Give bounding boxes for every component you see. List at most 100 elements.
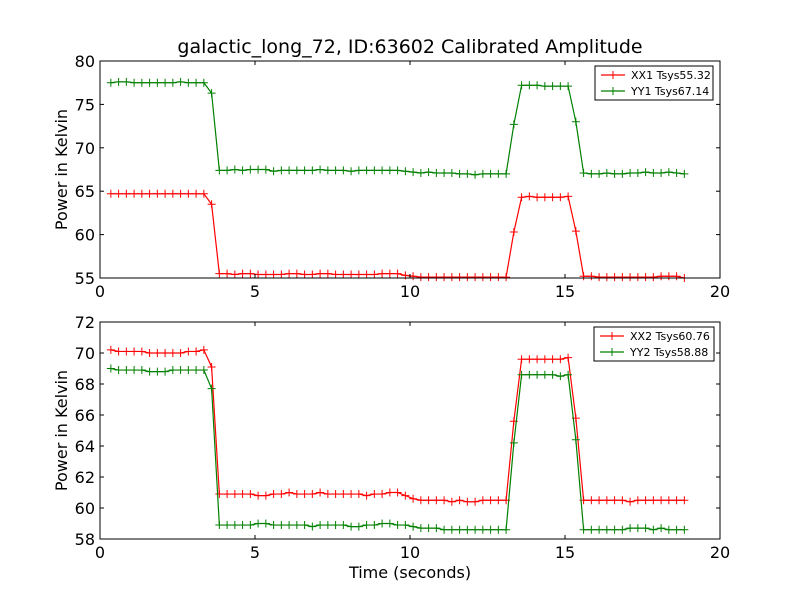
data-point <box>664 272 673 281</box>
data-point <box>261 519 270 528</box>
y-tick-label: 55 <box>75 269 95 288</box>
data-point <box>587 525 596 534</box>
data-point <box>192 347 201 356</box>
data-point <box>106 78 115 87</box>
data-point <box>215 521 224 530</box>
data-point <box>300 270 309 279</box>
data-point <box>385 519 394 528</box>
data-point <box>269 521 278 530</box>
data-point <box>184 347 193 356</box>
data-point <box>633 168 642 177</box>
data-point <box>416 168 425 177</box>
y-axis-label: Power in Kelvin <box>52 370 71 491</box>
data-point <box>633 524 642 533</box>
data-point <box>370 521 379 530</box>
data-point <box>455 525 464 534</box>
data-point <box>533 193 542 202</box>
data-point <box>610 169 619 178</box>
data-point <box>525 192 534 201</box>
data-point <box>393 166 402 175</box>
data-point <box>641 168 650 177</box>
data-point <box>440 273 449 282</box>
data-point <box>610 496 619 505</box>
data-point <box>106 345 115 354</box>
data-point <box>509 438 518 447</box>
data-point <box>463 169 472 178</box>
data-point <box>238 269 247 278</box>
data-point <box>184 189 193 198</box>
data-point <box>176 189 185 198</box>
data-point <box>424 168 433 177</box>
data-point <box>571 117 580 126</box>
data-point <box>370 490 379 499</box>
data-point <box>424 524 433 533</box>
data-point <box>122 189 131 198</box>
data-point <box>378 269 387 278</box>
data-point <box>308 490 317 499</box>
data-point <box>680 496 689 505</box>
data-point <box>664 525 673 534</box>
data-point <box>517 370 526 379</box>
data-point <box>168 189 177 198</box>
series-2 <box>106 77 689 179</box>
data-point <box>308 166 317 175</box>
data-point <box>114 77 123 86</box>
data-point <box>308 522 317 531</box>
data-point <box>587 272 596 281</box>
data-point <box>455 496 464 505</box>
data-point <box>463 497 472 506</box>
data-point <box>246 165 255 174</box>
data-point <box>230 270 239 279</box>
data-point <box>618 273 627 282</box>
legend-box <box>593 326 715 362</box>
data-point <box>680 525 689 534</box>
data-point <box>579 272 588 281</box>
data-point <box>517 355 526 364</box>
data-point <box>385 488 394 497</box>
data-point <box>610 273 619 282</box>
data-point <box>199 366 208 375</box>
data-point <box>556 355 565 364</box>
data-point <box>649 525 658 534</box>
data-point <box>471 273 480 282</box>
data-point <box>347 270 356 279</box>
data-point <box>176 349 185 357</box>
chart-1: galactic_long_72, ID:63602 Calibrated Am… <box>52 36 730 301</box>
data-point <box>254 491 263 500</box>
data-point <box>455 169 464 178</box>
data-point <box>664 168 673 177</box>
data-point <box>137 366 146 375</box>
x-tick-label: 5 <box>250 282 260 301</box>
data-point <box>626 497 635 506</box>
data-point <box>354 522 363 531</box>
data-point <box>657 496 666 505</box>
data-point <box>564 353 573 362</box>
data-point <box>285 521 294 530</box>
data-point <box>230 165 239 174</box>
data-point <box>223 521 232 530</box>
data-point <box>633 273 642 282</box>
data-point <box>432 496 441 505</box>
data-point <box>548 370 557 379</box>
data-point <box>416 273 425 282</box>
data-point <box>122 347 131 356</box>
data-point <box>486 525 495 534</box>
data-point <box>618 496 627 505</box>
data-point <box>246 521 255 530</box>
data-point <box>540 370 549 379</box>
data-point <box>602 168 611 177</box>
data-point <box>579 168 588 177</box>
data-point <box>494 525 503 534</box>
data-point <box>347 522 356 531</box>
data-point <box>432 273 441 282</box>
data-point <box>579 525 588 534</box>
data-point <box>447 497 456 506</box>
data-point <box>137 78 146 87</box>
data-point <box>354 270 363 279</box>
data-point <box>292 521 301 530</box>
data-point <box>486 169 495 178</box>
data-point <box>564 82 573 91</box>
data-point <box>277 490 286 499</box>
data-point <box>471 525 480 534</box>
data-point <box>323 166 332 175</box>
